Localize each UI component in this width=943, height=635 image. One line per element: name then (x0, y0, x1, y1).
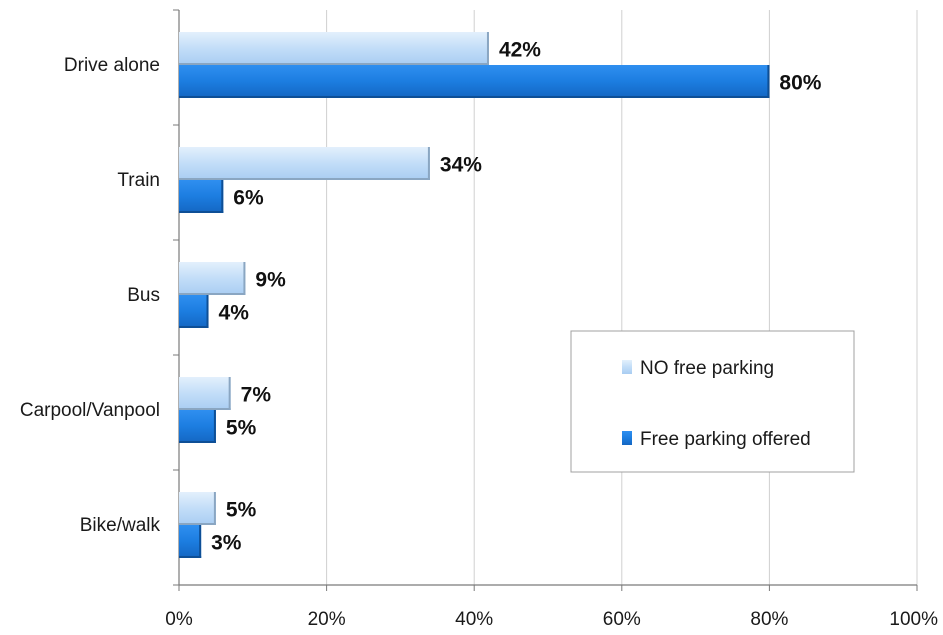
bar-shadow (179, 178, 430, 180)
category-label: Carpool/Vanpool (20, 400, 160, 421)
bar-no-free-parking (179, 262, 246, 295)
x-tick-label: 0% (165, 609, 193, 630)
bar-shadow (179, 408, 231, 410)
x-tick-label: 100% (889, 609, 938, 630)
x-tick-label: 40% (455, 609, 493, 630)
bar-edge (486, 32, 489, 65)
category-label: Drive alone (64, 55, 160, 76)
bar-edge (221, 180, 224, 213)
category-label: Bike/walk (80, 515, 161, 536)
bar-free-parking-offered (179, 295, 209, 328)
bar-shadow (179, 293, 246, 295)
category-label: Bus (127, 285, 160, 306)
bar-edge (213, 410, 216, 443)
data-label: 5% (226, 499, 257, 522)
bar-shadow (179, 441, 216, 443)
data-label: 6% (233, 187, 264, 210)
legend: NO free parking Free parking offered (570, 330, 855, 473)
bar-no-free-parking (179, 492, 216, 525)
x-tick-label: 60% (603, 609, 641, 630)
bar-edge (206, 295, 209, 328)
bar-shadow (179, 523, 216, 525)
bar-shadow (179, 556, 202, 558)
bar-edge (243, 262, 246, 295)
gridlines (326, 10, 918, 585)
legend-swatch-free-parking-offered (622, 431, 632, 445)
bar-free-parking-offered (179, 65, 770, 98)
bar-shadow (179, 63, 489, 65)
bar-no-free-parking (179, 32, 489, 65)
x-tick-label: 80% (750, 609, 788, 630)
bar-free-parking-offered (179, 180, 224, 213)
legend-label-no-free-parking: NO free parking (640, 358, 774, 379)
bar-free-parking-offered (179, 525, 202, 558)
x-tick-label: 20% (308, 609, 346, 630)
category-label: Train (117, 170, 160, 191)
data-label: 4% (219, 302, 250, 325)
data-label: 7% (241, 384, 272, 407)
legend-box (570, 330, 855, 473)
bar-edge (427, 147, 430, 180)
bar-free-parking-offered (179, 410, 216, 443)
bar-edge (228, 377, 231, 410)
bar-shadow (179, 211, 224, 213)
bars (179, 32, 770, 558)
data-label: 9% (255, 269, 286, 292)
bar-no-free-parking (179, 377, 231, 410)
bar-edge (199, 525, 202, 558)
bar-shadow (179, 96, 770, 98)
bar-edge (767, 65, 770, 98)
data-label: 80% (779, 72, 821, 95)
data-label: 42% (499, 39, 541, 62)
legend-swatch-no-free-parking (622, 360, 632, 374)
labels: 0% 20% 40% 60% 80% 100% Drive alone 42% 80% Train… (20, 39, 938, 631)
bar-edge (213, 492, 216, 525)
bar-shadow (179, 326, 209, 328)
data-label: 34% (440, 154, 482, 177)
legend-label-free-parking-offered: Free parking offered (640, 429, 811, 450)
bar-no-free-parking (179, 147, 430, 180)
data-label: 3% (211, 532, 242, 555)
data-label: 5% (226, 417, 257, 440)
